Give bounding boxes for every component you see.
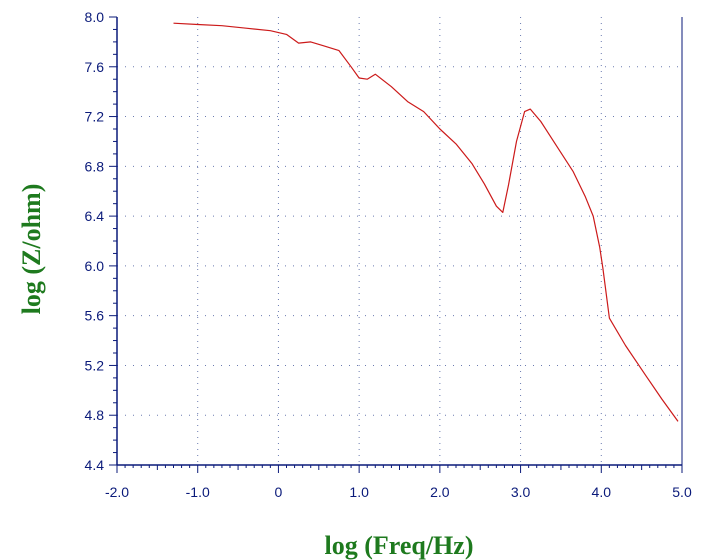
y-tick-label: 4.4: [85, 457, 105, 473]
series-layer: [173, 22, 679, 422]
grid-layer: [117, 17, 682, 465]
axis-layer: [109, 16, 683, 473]
y-axis-title: log (Z/ohm): [17, 184, 46, 315]
y-tick-label: 6.4: [85, 208, 105, 224]
x-tick-label: 3.0: [511, 484, 531, 500]
y-tick-label: 7.2: [85, 109, 105, 125]
label-layer: -2.0 -1.0 0 1.0 2.0 3.0 4.0 5.0 4.4 4.8 5.2 5.6 6.0 6…: [85, 9, 692, 500]
x-tick-label: -2.0: [105, 484, 129, 500]
x-tick-label: 2.0: [430, 484, 450, 500]
y-tick-label: 4.8: [85, 407, 105, 423]
x-tick-label: 0: [275, 484, 283, 500]
y-tick-label: 5.2: [85, 357, 105, 373]
x-tick-label: -1.0: [186, 484, 210, 500]
y-tick-label: 8.0: [85, 9, 105, 25]
x-tick-label: 4.0: [592, 484, 612, 500]
y-tick-label: 5.6: [85, 308, 105, 324]
y-tick-label: 6.0: [85, 258, 105, 274]
x-tick-label: 5.0: [672, 484, 692, 500]
x-axis-title: log (Freq/Hz): [325, 531, 474, 560]
y-tick-label: 7.6: [85, 59, 105, 75]
x-tick-label: 1.0: [349, 484, 369, 500]
impedance-series-line: [173, 22, 679, 422]
y-tick-label: 6.8: [85, 158, 105, 174]
